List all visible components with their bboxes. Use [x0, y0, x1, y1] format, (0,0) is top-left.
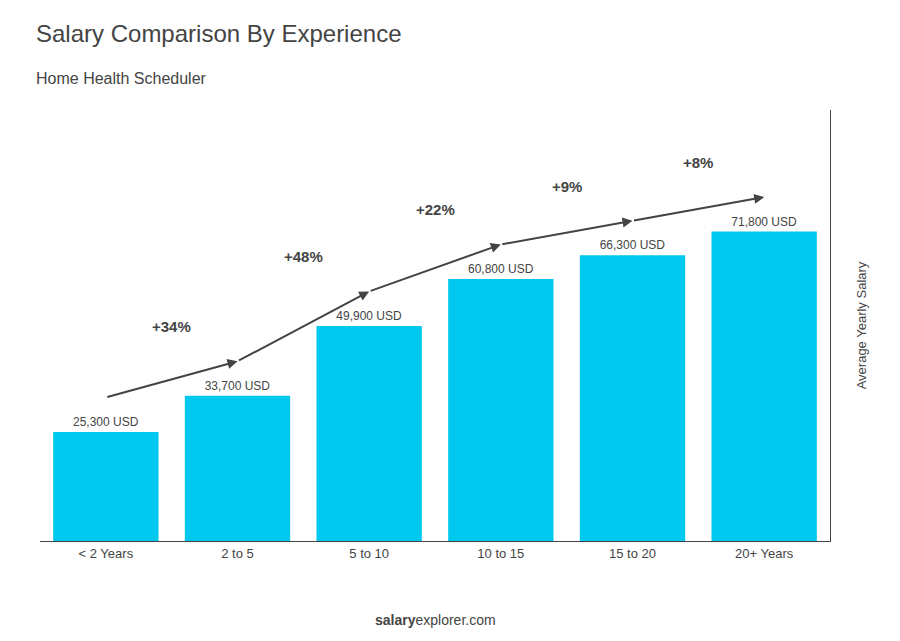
svg-text:+22%: +22% [416, 201, 455, 218]
svg-text:+9%: +9% [552, 178, 582, 195]
svg-text:2 to 5: 2 to 5 [221, 546, 254, 561]
svg-text:49,900 USD: 49,900 USD [336, 309, 402, 323]
svg-text:+34%: +34% [152, 318, 191, 335]
svg-text:< 2 Years: < 2 Years [79, 546, 134, 561]
svg-text:25,300 USD: 25,300 USD [73, 415, 139, 429]
svg-text:33,700 USD: 33,700 USD [205, 379, 271, 393]
svg-text:20+ Years: 20+ Years [735, 546, 794, 561]
svg-text:60,800 USD: 60,800 USD [468, 262, 534, 276]
svg-text:salaryexplorer.com: salaryexplorer.com [375, 612, 496, 628]
svg-text:+8%: +8% [683, 154, 713, 171]
svg-text:Home Health Scheduler: Home Health Scheduler [36, 70, 207, 87]
svg-text:15 to 20: 15 to 20 [609, 546, 656, 561]
svg-text:+48%: +48% [284, 248, 323, 265]
svg-text:66,300 USD: 66,300 USD [600, 238, 666, 252]
svg-text:Average Yearly Salary: Average Yearly Salary [854, 261, 869, 389]
svg-text:71,800 USD: 71,800 USD [731, 215, 797, 229]
svg-text:5 to 10: 5 to 10 [349, 546, 389, 561]
svg-text:Salary Comparison By Experienc: Salary Comparison By Experience [36, 20, 402, 47]
svg-text:10 to 15: 10 to 15 [477, 546, 524, 561]
